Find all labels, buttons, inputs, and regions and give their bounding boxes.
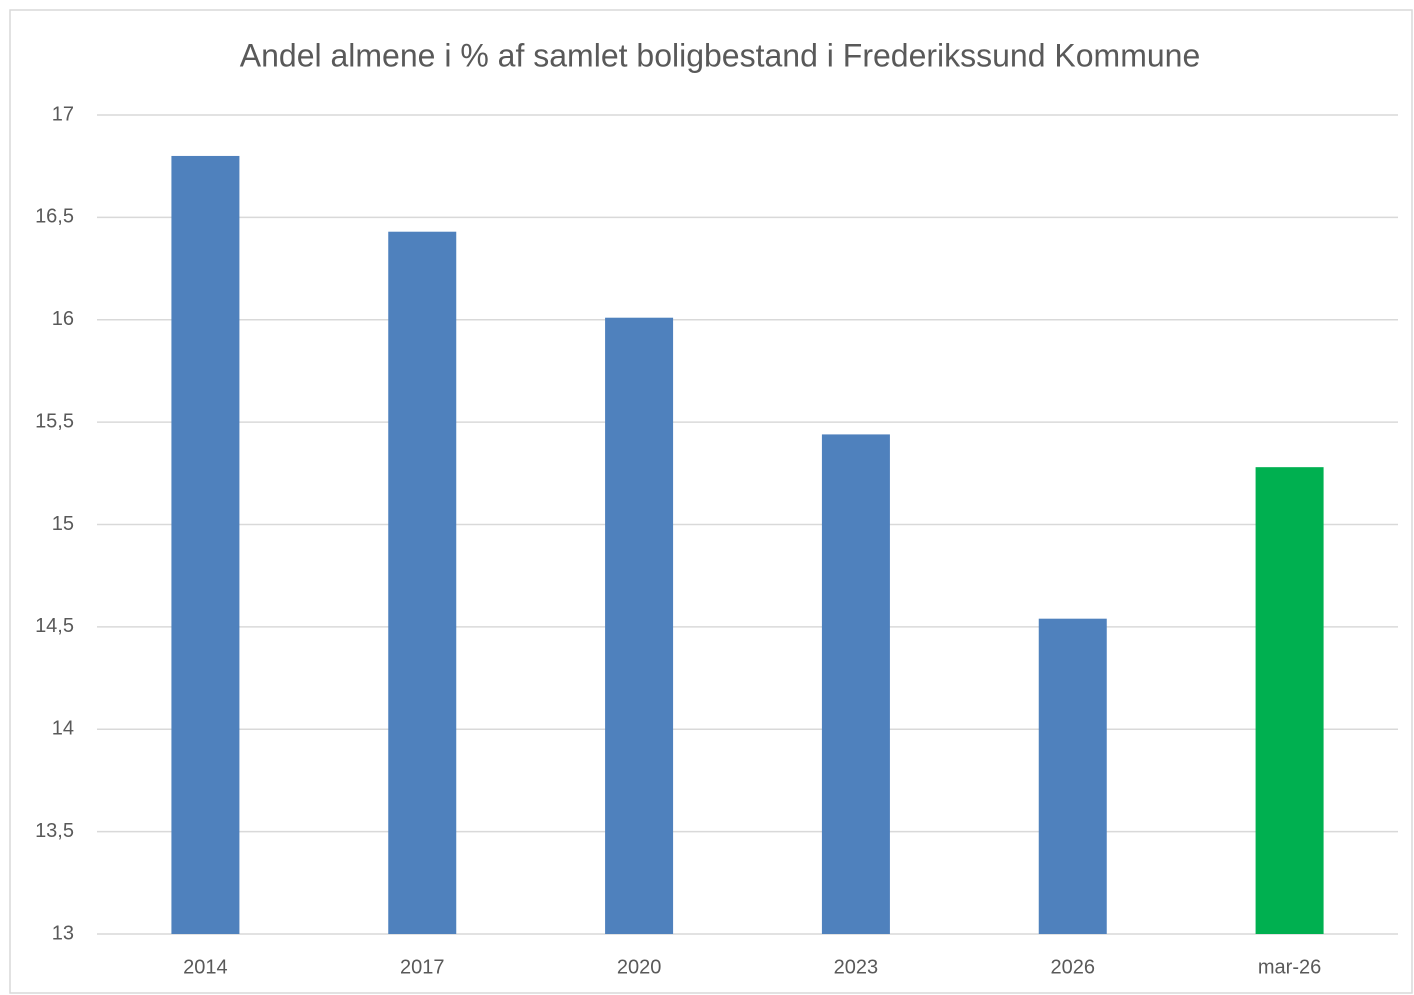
chart-title: Andel almene i % af samlet boligbestand … <box>240 37 1201 73</box>
x-tick-label: 2020 <box>617 956 662 978</box>
y-tick-label: 17 <box>52 103 74 125</box>
bar <box>388 231 457 934</box>
chart-frame <box>9 9 1413 994</box>
y-tick-label: 15,5 <box>35 410 74 432</box>
y-tick-label: 16,5 <box>35 206 74 228</box>
x-tick-label: mar-26 <box>1258 956 1321 978</box>
x-tick-label: 2026 <box>1051 956 1096 978</box>
y-tick-label: 16 <box>52 308 74 330</box>
bar <box>821 434 890 934</box>
y-tick-label: 14 <box>52 718 74 740</box>
x-tick-label: 2017 <box>400 956 445 978</box>
y-tick-label: 14,5 <box>35 615 74 637</box>
y-tick-label: 13 <box>52 922 74 944</box>
bar <box>171 155 240 934</box>
x-tick-label: 2014 <box>183 956 228 978</box>
y-tick-label: 15 <box>52 513 74 535</box>
y-tick-label: 13,5 <box>35 820 74 842</box>
bar <box>1255 467 1324 934</box>
bar <box>605 317 674 934</box>
x-tick-label: 2023 <box>834 956 879 978</box>
bar <box>1038 618 1107 934</box>
